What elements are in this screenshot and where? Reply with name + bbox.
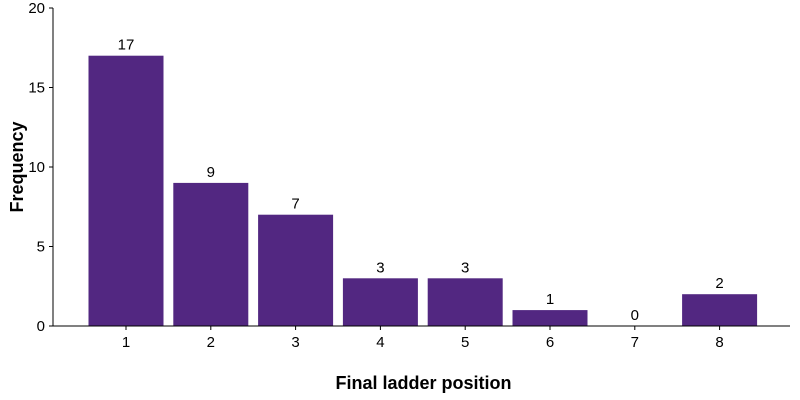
- x-tick-label: 7: [631, 334, 639, 351]
- x-tick-label: 3: [291, 334, 299, 351]
- data-label: 7: [291, 196, 299, 213]
- y-tick-label: 20: [28, 0, 45, 17]
- bar-8: [682, 294, 758, 326]
- x-tick-label: 2: [207, 334, 215, 351]
- data-label: 1: [546, 291, 554, 308]
- data-label: 2: [715, 275, 723, 292]
- x-axis-title: Final ladder position: [335, 373, 511, 393]
- data-labels: 17 9 7 3 3 1 0 2: [118, 37, 724, 324]
- bar-3: [258, 214, 334, 326]
- x-tick-label: 5: [461, 334, 469, 351]
- bar-2: [173, 182, 249, 326]
- data-label: 9: [207, 164, 215, 181]
- bar-1: [88, 55, 164, 326]
- x-tick-label: 1: [122, 334, 130, 351]
- y-tick-label: 15: [28, 80, 45, 97]
- data-label: 17: [118, 37, 135, 54]
- bar-4: [342, 278, 418, 326]
- x-tick-label: 6: [546, 334, 554, 351]
- bar-6: [512, 310, 588, 326]
- x-tick-label: 4: [376, 334, 384, 351]
- y-tick-label: 10: [28, 159, 45, 176]
- bars: [88, 55, 758, 326]
- data-label: 3: [461, 259, 469, 276]
- y-tick-label: 0: [37, 318, 45, 335]
- data-label: 0: [631, 307, 639, 324]
- bar-5: [427, 278, 503, 326]
- x-tick-label: 8: [715, 334, 723, 351]
- y-tick-label: 5: [37, 239, 45, 256]
- y-axis-ticks: 0 5 10 15 20: [28, 0, 53, 335]
- y-axis-title: Frequency: [7, 121, 27, 212]
- x-axis-ticks: 1 2 3 4 5 6 7 8: [122, 326, 724, 351]
- data-label: 3: [376, 259, 384, 276]
